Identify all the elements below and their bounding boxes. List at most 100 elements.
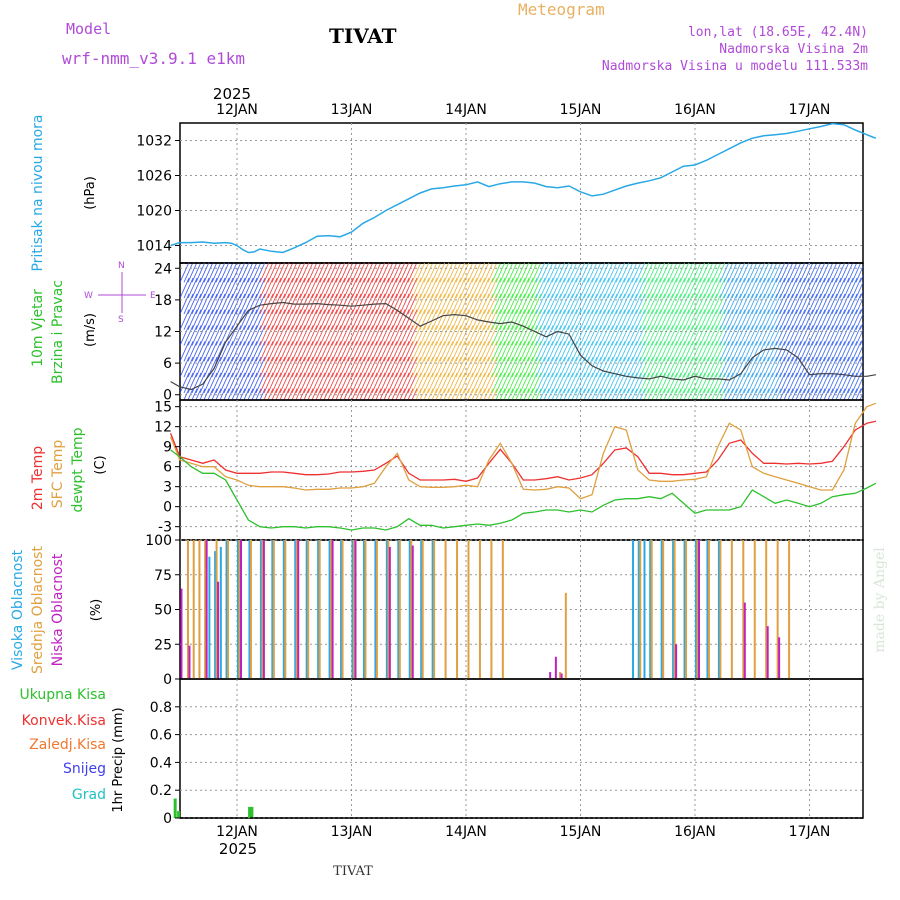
wind-barb xyxy=(627,341,638,362)
wind-barb xyxy=(755,325,766,346)
wind-barb xyxy=(507,372,518,394)
wind-barb xyxy=(399,325,410,346)
wind-barb xyxy=(479,309,490,330)
niska-oblacnost-bar xyxy=(766,626,769,679)
wind-barb xyxy=(263,325,274,346)
wind-barb xyxy=(471,341,482,362)
wind-barb xyxy=(591,263,602,283)
wind-barb xyxy=(335,356,346,378)
wind-barb xyxy=(547,325,558,346)
wind-barb xyxy=(283,356,294,378)
bottom-day-labels: 12JAN 13JAN 14JAN 15JAN 16JAN 17JAN xyxy=(216,824,830,840)
wind-barb xyxy=(659,309,670,330)
wind-barb xyxy=(483,263,494,283)
wind-barb xyxy=(647,341,658,362)
wind-barb xyxy=(207,372,218,394)
wind-barb xyxy=(327,325,338,346)
visoka-oblacnost-bar xyxy=(672,540,675,679)
wind-barb xyxy=(619,341,630,362)
wind-barb xyxy=(307,325,318,346)
wind-barb xyxy=(767,372,778,394)
wind-barb xyxy=(843,277,854,299)
wind-barb xyxy=(507,356,518,378)
wind-barb xyxy=(603,263,614,283)
wind-barb xyxy=(199,388,206,400)
wind-barb xyxy=(279,263,290,283)
wind-barb xyxy=(195,388,202,400)
wind-barb xyxy=(391,263,402,283)
wind-barb xyxy=(679,277,690,299)
wind-barb xyxy=(527,277,538,299)
wind-barb xyxy=(535,356,546,378)
top-day-labels: 12JAN 13JAN 14JAN 15JAN 16JAN 17JAN xyxy=(216,102,830,118)
wind-barb xyxy=(651,388,658,400)
top-day-label: 12JAN xyxy=(216,102,258,118)
wind-barb xyxy=(535,325,546,346)
wind-barb xyxy=(343,263,354,283)
wind-barb xyxy=(511,277,522,299)
wind-barb xyxy=(371,341,382,362)
wind-barb xyxy=(527,341,538,362)
wind-barb xyxy=(823,341,834,362)
wind-barb xyxy=(559,309,570,330)
wind-barb xyxy=(707,372,718,394)
wind-barb xyxy=(307,277,318,299)
wind-barb xyxy=(567,293,578,315)
wind-barb xyxy=(451,341,462,362)
wind-barb xyxy=(439,293,450,315)
wind-barb xyxy=(643,263,654,283)
wind-barb xyxy=(383,309,394,330)
wind-barb xyxy=(795,277,806,299)
y-tick-label: 18 xyxy=(154,293,172,309)
visoka-oblacnost-bar xyxy=(362,540,365,679)
srednja-oblacnost-bar xyxy=(198,540,201,679)
wind-barb xyxy=(423,263,434,283)
wind-barb xyxy=(299,277,310,299)
wind-barb xyxy=(223,277,234,299)
wind-barb xyxy=(735,309,746,330)
niska-oblacnost-bar xyxy=(778,637,781,679)
wind-barb xyxy=(535,293,546,315)
wind-barb xyxy=(771,356,782,378)
wind-barb xyxy=(671,388,678,400)
wind-barb xyxy=(195,356,206,378)
wind-barb xyxy=(527,309,538,330)
wind-barb xyxy=(647,325,658,346)
wind-barb xyxy=(383,325,394,346)
wind-barb xyxy=(471,325,482,346)
wind-barb xyxy=(447,263,458,283)
wind-barb xyxy=(739,388,746,400)
wind-barb xyxy=(791,309,802,330)
wind-barb xyxy=(495,372,506,394)
wind-barb xyxy=(719,309,730,330)
wind-barb xyxy=(667,356,678,378)
wind-barb xyxy=(695,388,702,400)
wind-barb xyxy=(703,325,714,346)
wind-barb xyxy=(567,356,578,378)
wind-barb xyxy=(587,263,598,283)
wind-barb xyxy=(211,341,222,362)
wind-barb xyxy=(515,325,526,346)
wind-barb xyxy=(203,372,214,394)
wind-barb xyxy=(399,277,410,299)
wind-barb xyxy=(411,341,422,362)
wind-barb xyxy=(771,325,782,346)
wind-barb xyxy=(499,277,510,299)
wind-barb xyxy=(455,293,466,315)
wind-barb xyxy=(311,309,322,330)
y-tick-label: 1026 xyxy=(136,169,172,185)
precip-bar xyxy=(173,798,177,818)
wind-barb xyxy=(499,325,510,346)
srednja-oblacnost-bar xyxy=(765,540,768,679)
wind-barb xyxy=(187,277,198,299)
wind-barb xyxy=(339,277,350,299)
srednja-oblacnost-bar xyxy=(639,540,642,679)
wind-barb xyxy=(679,263,690,283)
wind-barb xyxy=(835,277,846,299)
wind-barb xyxy=(427,372,438,394)
wind-barb xyxy=(627,356,638,378)
wind-barb xyxy=(555,356,566,378)
wind-barb xyxy=(447,277,458,299)
